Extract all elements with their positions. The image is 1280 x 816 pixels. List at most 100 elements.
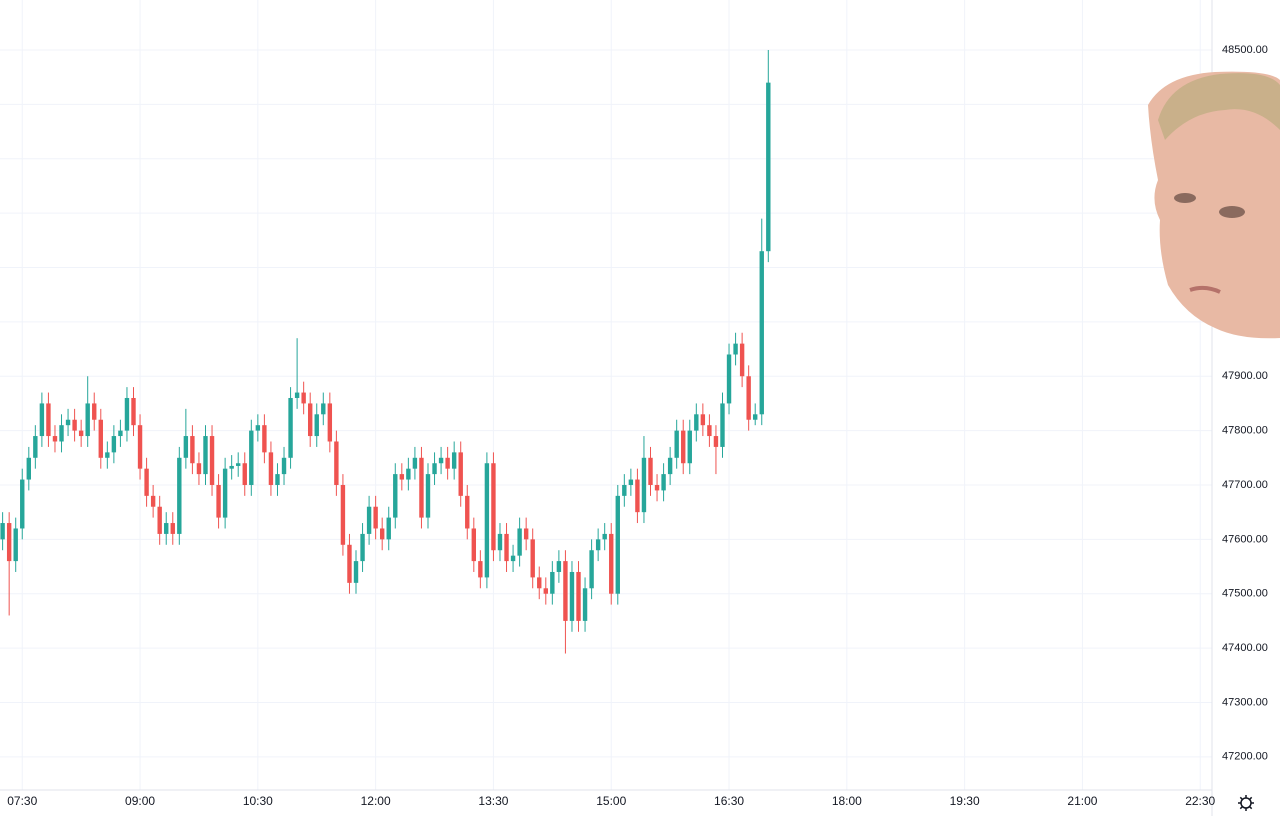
candle-body [118,430,123,437]
candle-body [746,376,751,420]
settings-button[interactable] [1238,795,1254,811]
x-tick-label: 22:30 [1185,794,1215,808]
candle-body [687,430,692,464]
candle-body [595,539,601,551]
eye [1174,193,1196,203]
candle-body [504,533,509,562]
face [1148,71,1280,339]
candle-body [262,425,267,453]
candle-body [759,251,764,415]
candle-body [281,457,287,475]
candle-body [340,484,346,545]
candle-body [438,457,444,464]
candle-body [144,468,149,496]
candle-body [661,474,666,491]
candle-body [609,533,614,594]
candle-body [177,457,182,534]
candle-body [52,436,58,442]
x-tick-label: 19:30 [950,794,980,808]
candle-body [242,463,247,485]
candle-body [98,419,103,458]
y-tick-label: 47700.00 [1222,479,1268,491]
candle-body [628,479,634,485]
candle-body [726,354,732,404]
candle-body [739,343,745,377]
candle-body [20,479,25,529]
x-tick-label: 15:00 [596,794,626,808]
candle-body [537,577,542,589]
candle-body [700,414,706,426]
candle-body [366,506,372,534]
candle-body [353,561,359,583]
eye [1219,206,1245,218]
gear-teeth[interactable] [1238,795,1254,811]
candle-body [406,468,411,480]
candle-body [635,479,640,513]
candle-body [6,523,12,562]
y-tick-label: 47300.00 [1222,696,1268,708]
candle-body [419,457,424,518]
candle-body [576,571,581,621]
candle-body [667,457,673,475]
y-tick-label: 47600.00 [1222,533,1268,545]
candle-body [458,452,463,496]
candle-body [432,463,437,475]
candle-body [694,414,699,431]
candle-body [124,397,130,431]
candle-body [753,414,758,420]
y-tick-label: 47400.00 [1222,642,1268,654]
candle-body [556,561,562,572]
candle-body [713,436,719,447]
candle-body [190,436,195,464]
candle-body [321,403,326,415]
candle-body [720,403,725,447]
candle-body [491,463,496,551]
candle-body [589,550,594,589]
candle-body [59,425,64,442]
candle-body [478,561,483,578]
candle-body [65,419,71,426]
candle-body [622,484,627,496]
candle-body [641,457,647,513]
candle-body [255,425,261,431]
candle-body [648,457,653,485]
x-tick-label: 12:00 [361,794,391,808]
candle-body [530,539,535,578]
candle-body [131,397,136,426]
candle-body [484,463,490,578]
candle-body [0,523,5,540]
candle-body [314,414,319,437]
candle-body [288,397,293,458]
candle-body [497,533,503,551]
candle-body [249,430,254,485]
x-tick-label: 07:30 [7,794,37,808]
candle-body [412,457,418,469]
x-tick-label: 21:00 [1067,794,1097,808]
candle-body [465,495,470,529]
candle-body [209,436,215,485]
candle-body [510,555,516,562]
candle-body [550,571,555,594]
candle-body [275,474,280,485]
candle-body [111,436,117,453]
candle-body [236,463,241,466]
candle-body [150,495,156,507]
candle-body [183,436,189,458]
candle-body [393,474,398,518]
grid [0,0,1212,790]
candle-body [425,474,431,518]
candle-body [615,495,620,594]
candle-body [445,457,450,469]
y-tick-label: 47500.00 [1222,588,1268,600]
y-tick-label: 47800.00 [1222,425,1268,437]
candle-body [222,468,228,518]
candle-body [471,528,477,562]
candle-body [203,436,208,475]
hair [1158,73,1280,140]
x-tick-label: 18:00 [832,794,862,808]
candle-body [399,474,405,480]
candle-body [196,463,202,475]
candle-body [379,528,385,540]
candle-body [92,403,97,420]
